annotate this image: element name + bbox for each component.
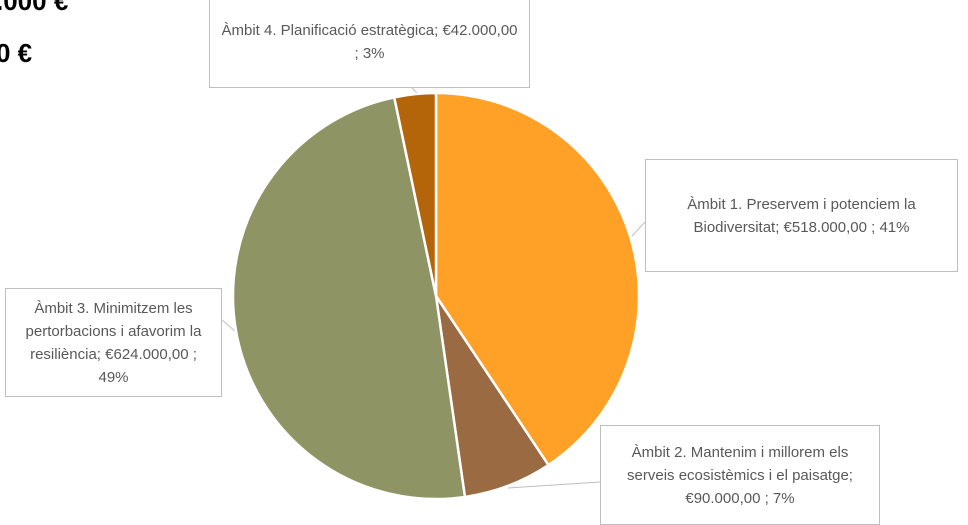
data-label: Àmbit 4. Planificació estratègica; €42.0… (209, 0, 530, 88)
pie-slice (392, 91, 438, 297)
pie (231, 91, 641, 501)
leader-line (631, 221, 646, 237)
label-text: Àmbit 4. Planificació estratègica; €42.0… (220, 19, 519, 65)
cropped-text: 0 € (0, 38, 33, 68)
cropped-text: .000 € (0, 0, 69, 16)
value-label: €90.000,00 ; 7% (685, 489, 795, 507)
value-label: €624.000,00 ; 49% (98, 345, 197, 386)
value-label: €42.000,00 ; 3% (354, 22, 518, 62)
label-text: Àmbit 2. Mantenim i millorem els serveis… (611, 441, 869, 510)
category-label: Àmbit 2. Mantenim i millorem els serveis… (627, 443, 853, 484)
category-label: Àmbit 4. Planificació estratègica; (221, 22, 439, 39)
data-label: Àmbit 1. Preservem i potenciem la Biodiv… (645, 159, 958, 272)
data-label: Àmbit 3. Minimitzem les pertorbacions i … (5, 288, 222, 397)
pie-slice (231, 95, 467, 501)
value-label: €518.000,00 ; 41% (783, 218, 910, 236)
data-label: Àmbit 2. Mantenim i millorem els serveis… (600, 425, 880, 525)
leader-line (507, 481, 601, 489)
label-text: Àmbit 3. Minimitzem les pertorbacions i … (16, 297, 211, 389)
leader-line (221, 319, 237, 333)
category-label: Àmbit 1. Preservem i potenciem la Biodiv… (687, 195, 916, 236)
label-text: Àmbit 1. Preservem i potenciem la Biodiv… (656, 193, 947, 239)
category-label: Àmbit 3. Minimitzem les pertorbacions i … (25, 299, 202, 363)
